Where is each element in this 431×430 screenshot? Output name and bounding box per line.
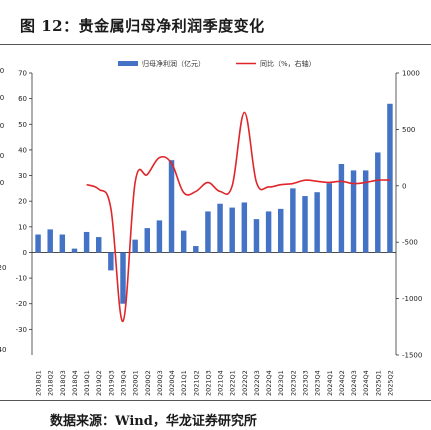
bar-profit	[108, 252, 114, 271]
x-tick-label: 2021Q3	[204, 370, 212, 396]
bar-profit	[375, 152, 381, 253]
left-edge-label: 0	[0, 122, 4, 130]
x-tick-label: 2023Q2	[289, 370, 297, 396]
figure-title: 图 12：贵金属归母净利润季度变化	[20, 17, 265, 35]
left-tick-label: 10	[18, 223, 27, 231]
left-tick-label: -30	[16, 326, 27, 334]
x-tick-label: 2020Q4	[168, 370, 176, 396]
x-tick-label: 2025Q1	[374, 370, 382, 396]
left-tick-label: 60	[18, 95, 27, 103]
x-tick-label: 2025Q2	[386, 370, 394, 396]
left-tick-label: 20	[18, 198, 27, 206]
left-tick-label: 50	[18, 121, 27, 129]
left-edge-label: 40	[0, 346, 6, 354]
x-tick-label: 2022Q4	[265, 370, 273, 396]
bar-profit	[350, 170, 357, 253]
bar-profit	[241, 202, 248, 253]
bar-profit	[253, 219, 260, 253]
x-tick-label: 2022Q2	[241, 370, 249, 396]
title-underline	[0, 44, 431, 45]
right-tick-label: 500	[402, 126, 415, 134]
bar-profit	[314, 192, 320, 253]
x-tick-label: 2020Q3	[156, 370, 164, 396]
x-tick-label: 2022Q1	[229, 370, 237, 396]
bar-profit	[338, 164, 345, 253]
legend-label-bar: 归母净利润（亿元）	[142, 59, 205, 68]
line-yoy	[86, 111, 390, 322]
bar-profit	[302, 196, 308, 253]
bar-profit	[156, 220, 163, 253]
bar-profit	[265, 211, 272, 253]
x-tick-label: 2023Q1	[277, 370, 285, 396]
bar-profit	[278, 208, 284, 253]
left-tick-label: 0	[23, 249, 27, 257]
bar-profit	[132, 239, 138, 253]
bar-profit	[205, 211, 211, 253]
bar-profit	[120, 252, 126, 304]
bar-profit	[229, 207, 235, 253]
x-tick-label: 2020Q1	[132, 370, 140, 396]
legend-label-line: 同比（%，右轴）	[260, 59, 316, 68]
bar-profit	[35, 234, 41, 253]
left-tick-label: 70	[18, 70, 27, 78]
bar-profit	[144, 228, 150, 253]
x-tick-label: 2024Q2	[338, 370, 346, 396]
bar-profit	[362, 170, 369, 253]
x-tick-label: 2024Q3	[350, 370, 358, 396]
bar-profit	[168, 160, 175, 253]
x-tick-label: 2021Q1	[180, 370, 188, 396]
bar-profit	[180, 230, 187, 253]
x-tick-label: 2023Q3	[302, 370, 310, 396]
x-tick-label: 2019Q3	[107, 370, 115, 396]
left-edge-label: 20	[0, 264, 6, 272]
bar-profit	[71, 248, 78, 253]
x-tick-label: 2018Q3	[59, 370, 67, 396]
left-edge-label: 0	[0, 179, 4, 187]
x-tick-label: 2024Q4	[362, 370, 370, 396]
left-edge-label: 0	[0, 152, 4, 160]
x-tick-label: 2020Q2	[144, 370, 152, 396]
x-tick-label: 2019Q2	[95, 370, 103, 396]
bar-profit	[290, 188, 296, 253]
bar-profit	[387, 103, 393, 253]
bar-profit	[193, 246, 199, 253]
bar-profit	[47, 229, 53, 253]
right-tick-label: -1000	[402, 295, 422, 303]
x-tick-label: 2018Q1	[35, 370, 43, 396]
x-tick-label: 2021Q2	[192, 370, 200, 396]
source-note: 数据来源：Wind，华龙证券研究所	[50, 414, 257, 429]
x-tick-label: 2021Q4	[217, 370, 225, 396]
left-tick-label: -10	[16, 275, 27, 283]
x-tick-label: 2018Q4	[71, 370, 79, 396]
bar-profit	[59, 234, 66, 253]
chart: -30 -20 -10 0 10 20 30 40 50 60 70 0 0 0 0 0 20 40 -1500 -1…	[0, 59, 422, 396]
right-tick-label: -1500	[402, 352, 422, 360]
left-tick-label: 30	[18, 172, 27, 180]
left-edge-label: 0	[0, 94, 4, 102]
bar-profit	[326, 183, 332, 253]
bar-profit	[83, 231, 90, 253]
x-tick-label: 2024Q1	[326, 370, 334, 396]
x-tick-label: 2019Q1	[83, 370, 91, 396]
right-tick-label: -500	[402, 239, 418, 247]
right-tick-label: 0	[402, 182, 406, 190]
source-overline	[0, 400, 431, 401]
left-tick-label: -20	[16, 300, 27, 308]
left-edge-label: 0	[0, 67, 4, 75]
x-tick-label: 2019Q4	[120, 370, 128, 396]
legend-swatch-bar	[118, 61, 138, 66]
x-tick-label: 2023Q4	[314, 370, 322, 396]
right-tick-label: 1000	[402, 70, 420, 78]
bar-profit	[96, 237, 102, 253]
x-tick-label: 2022Q3	[253, 370, 261, 396]
bar-profit	[217, 203, 223, 253]
left-tick-label: 40	[18, 146, 27, 154]
x-tick-label: 2018Q2	[47, 370, 55, 396]
